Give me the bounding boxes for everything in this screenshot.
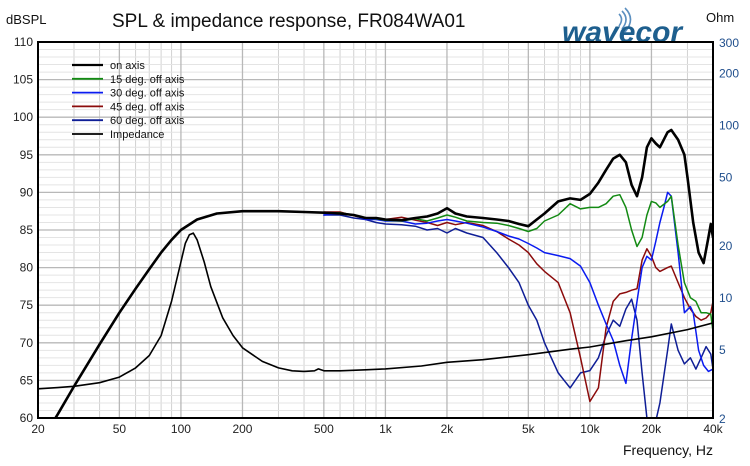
sound-wave-icon [618, 7, 632, 33]
x-tick-label: 500 [314, 422, 334, 436]
y-axis-label: dBSPL [6, 12, 46, 27]
legend-label: 15 deg. off axis [110, 74, 185, 86]
series-line-on-axis [53, 128, 713, 418]
legend-label: Impedance [110, 129, 164, 141]
y-tick-label: 110 [14, 35, 33, 49]
axis-ticks: 20 50 100 200 500 1k 2k 5k 10k 20k 40k 60 65 70 75 80 85… [13, 35, 739, 436]
y-tick-label: 95 [20, 148, 34, 162]
brand-name: wavecor [562, 16, 684, 49]
y-tick-label: 65 [20, 373, 34, 387]
y-tick-label: 85 [20, 223, 34, 237]
y-tick-label: 100 [13, 110, 33, 124]
x-tick-label: 40k [703, 422, 723, 436]
wavecor-logo: wavecor [562, 7, 684, 49]
y2-tick-label: 100 [719, 118, 739, 132]
y2-tick-label: 5 [719, 343, 726, 357]
x-tick-label: 2k [441, 422, 455, 436]
x-tick-label: 5k [522, 422, 536, 436]
x-tick-label: 20k [642, 422, 662, 436]
y2-tick-label: 10 [719, 291, 733, 305]
plot-frame [37, 41, 714, 419]
y2-axis-label: Ohm [706, 10, 734, 25]
x-tick-label: 100 [171, 422, 191, 436]
y2-tick-label: 2 [719, 412, 726, 426]
y2-tick-label: 200 [719, 66, 739, 80]
series-line-60-deg-off-axis [323, 214, 713, 418]
y-tick-label: 60 [20, 411, 34, 425]
legend-label: on axis [110, 60, 145, 72]
legend-label: 60 deg. off axis [110, 115, 185, 127]
y-tick-label: 80 [20, 261, 34, 275]
y-tick-label: 70 [20, 336, 34, 350]
legend: on axis 15 deg. off axis 30 deg. off axis4… [72, 60, 185, 141]
legend-label: 45 deg. off axis [110, 101, 185, 113]
chart-title: SPL & impedance response, FR084WA01 [112, 11, 465, 32]
y-tick-label: 75 [20, 298, 34, 312]
y-tick-label: 90 [20, 185, 34, 199]
x-tick-label: 200 [232, 422, 252, 436]
series-line-30-deg-off-axis [323, 191, 713, 385]
legend-label: 30 deg. off axis [110, 88, 185, 100]
plot-area [38, 128, 713, 418]
y2-tick-label: 300 [719, 36, 739, 50]
x-tick-label: 1k [379, 422, 393, 436]
x-tick-label: 20 [31, 422, 45, 436]
series-line-15-deg-off-axis [323, 193, 713, 333]
x-tick-label: 10k [580, 422, 600, 436]
y-tick-label: 105 [13, 73, 33, 87]
x-tick-label: 50 [113, 422, 127, 436]
y2-tick-label: 50 [719, 170, 733, 184]
y2-tick-label: 20 [719, 239, 733, 253]
series-line-impedance [38, 232, 713, 390]
series-line-45-deg-off-axis [323, 211, 713, 403]
x-axis-label: Frequency, Hz [623, 442, 713, 458]
